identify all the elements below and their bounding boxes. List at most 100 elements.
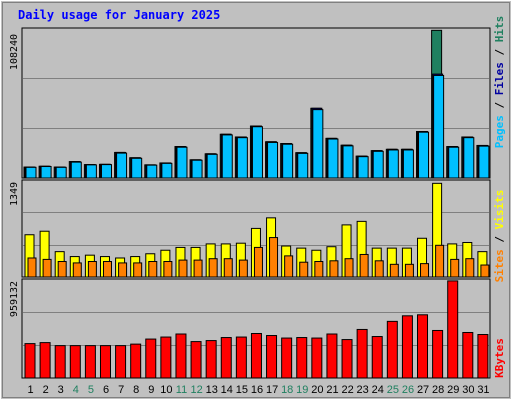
day-tick-label: 22 <box>341 384 353 396</box>
pages-bar <box>312 109 324 179</box>
kbytes-bar <box>160 336 172 379</box>
kbytes-bar <box>235 336 247 379</box>
kbytes-bar <box>220 337 232 379</box>
kbytes-bar <box>39 342 51 379</box>
kbytes-bar <box>341 339 353 379</box>
sites-bar <box>163 261 173 278</box>
pages-bar <box>236 137 248 179</box>
day-tick-label: 11 <box>176 384 187 396</box>
sites-bar <box>269 237 279 278</box>
pages-bar <box>267 141 279 179</box>
pages-bar <box>342 145 354 179</box>
kbytes-bar <box>115 345 127 379</box>
pages-bar <box>191 159 203 179</box>
kbytes-bar <box>54 345 66 379</box>
kbytes-bar <box>145 338 157 379</box>
kbytes-legend: KBytes <box>493 338 506 378</box>
pages-bar <box>327 138 339 179</box>
pages-bar <box>40 166 52 179</box>
day-tick-label: 5 <box>88 384 94 396</box>
kbytes-bar <box>205 340 217 379</box>
kbytes-bar <box>99 345 111 379</box>
pages-bar <box>402 149 414 179</box>
day-tick-label: 2 <box>43 384 49 396</box>
sites-bar <box>178 259 188 278</box>
sites-bar <box>329 260 339 278</box>
kbytes-bar <box>266 335 278 379</box>
chart-title: Daily usage for January 2025 <box>18 8 220 22</box>
sites-bar <box>118 262 128 278</box>
sites-bar <box>102 261 112 278</box>
pages-bar <box>387 149 399 179</box>
sites-bar <box>420 263 430 278</box>
kbytes-bar <box>356 328 368 379</box>
sites-visits-legend: Sites / Visits <box>493 190 506 283</box>
sites-bar <box>435 244 445 278</box>
pages-bar <box>433 74 445 179</box>
pages-bar <box>146 164 158 179</box>
pages-bar <box>131 157 143 179</box>
sites-bar <box>284 255 294 278</box>
pages-bar <box>116 152 128 179</box>
sites-bar <box>148 261 158 278</box>
sites-bar <box>193 259 203 278</box>
day-tick-label: 23 <box>357 384 369 396</box>
kbytes-bar <box>477 334 489 379</box>
day-tick-label: 26 <box>402 384 414 396</box>
pages-bar <box>418 131 430 179</box>
pages-bar <box>85 164 97 179</box>
kbytes-bar <box>462 331 474 379</box>
pages-bar <box>297 152 309 179</box>
sites-bar <box>238 259 248 278</box>
day-tick-label: 4 <box>73 384 79 396</box>
pages-bar <box>221 134 233 179</box>
pages-bar <box>25 166 37 179</box>
day-tick-label: 10 <box>160 384 172 396</box>
kbytes-bar <box>130 343 142 379</box>
kbytes-bar <box>175 333 187 379</box>
day-tick-label: 8 <box>133 384 139 396</box>
kbytes-bar <box>84 345 96 379</box>
sites-bar <box>253 246 263 278</box>
day-tick-label: 14 <box>221 384 233 396</box>
sites-bar <box>359 253 369 278</box>
sites-bar <box>57 261 67 278</box>
day-tick-label: 16 <box>251 384 263 396</box>
kbytes-bar <box>281 337 293 379</box>
pages-bar <box>70 161 82 179</box>
pages-bar <box>55 166 67 179</box>
day-tick-label: 17 <box>266 384 278 396</box>
sites-bar <box>87 261 97 278</box>
sites-bar <box>480 264 490 278</box>
day-tick-label: 12 <box>190 384 202 396</box>
sites-bar <box>450 258 460 278</box>
kbytes-bar <box>296 337 308 379</box>
pages-bar <box>478 145 490 179</box>
kbytes-ymax-label: 959132 <box>9 281 20 317</box>
sites-bar <box>299 261 309 278</box>
day-tick-label: 30 <box>462 384 474 396</box>
sites-bar <box>404 263 414 278</box>
pages-bar <box>448 146 460 179</box>
sites-bar <box>208 258 218 278</box>
sites-bar <box>374 260 384 278</box>
hits-ymax-label: 108240 <box>9 34 20 70</box>
day-tick-label: 15 <box>236 384 248 396</box>
pages-bar <box>176 146 188 179</box>
day-tick-label: 18 <box>281 384 293 396</box>
pages-bar <box>357 156 369 179</box>
pages-bar <box>463 137 475 179</box>
kbytes-bar <box>311 337 323 379</box>
kbytes-bar <box>24 343 36 379</box>
kbytes-bar <box>326 333 338 379</box>
day-tick-label: 29 <box>447 384 459 396</box>
kbytes-bar <box>417 314 429 379</box>
pages-bar <box>161 162 173 179</box>
day-tick-label: 19 <box>296 384 308 396</box>
pages-files-hits-legend: Pages / Files / Hits <box>493 16 506 149</box>
day-tick-label: 1 <box>27 384 33 396</box>
day-tick-label: 7 <box>118 384 124 396</box>
